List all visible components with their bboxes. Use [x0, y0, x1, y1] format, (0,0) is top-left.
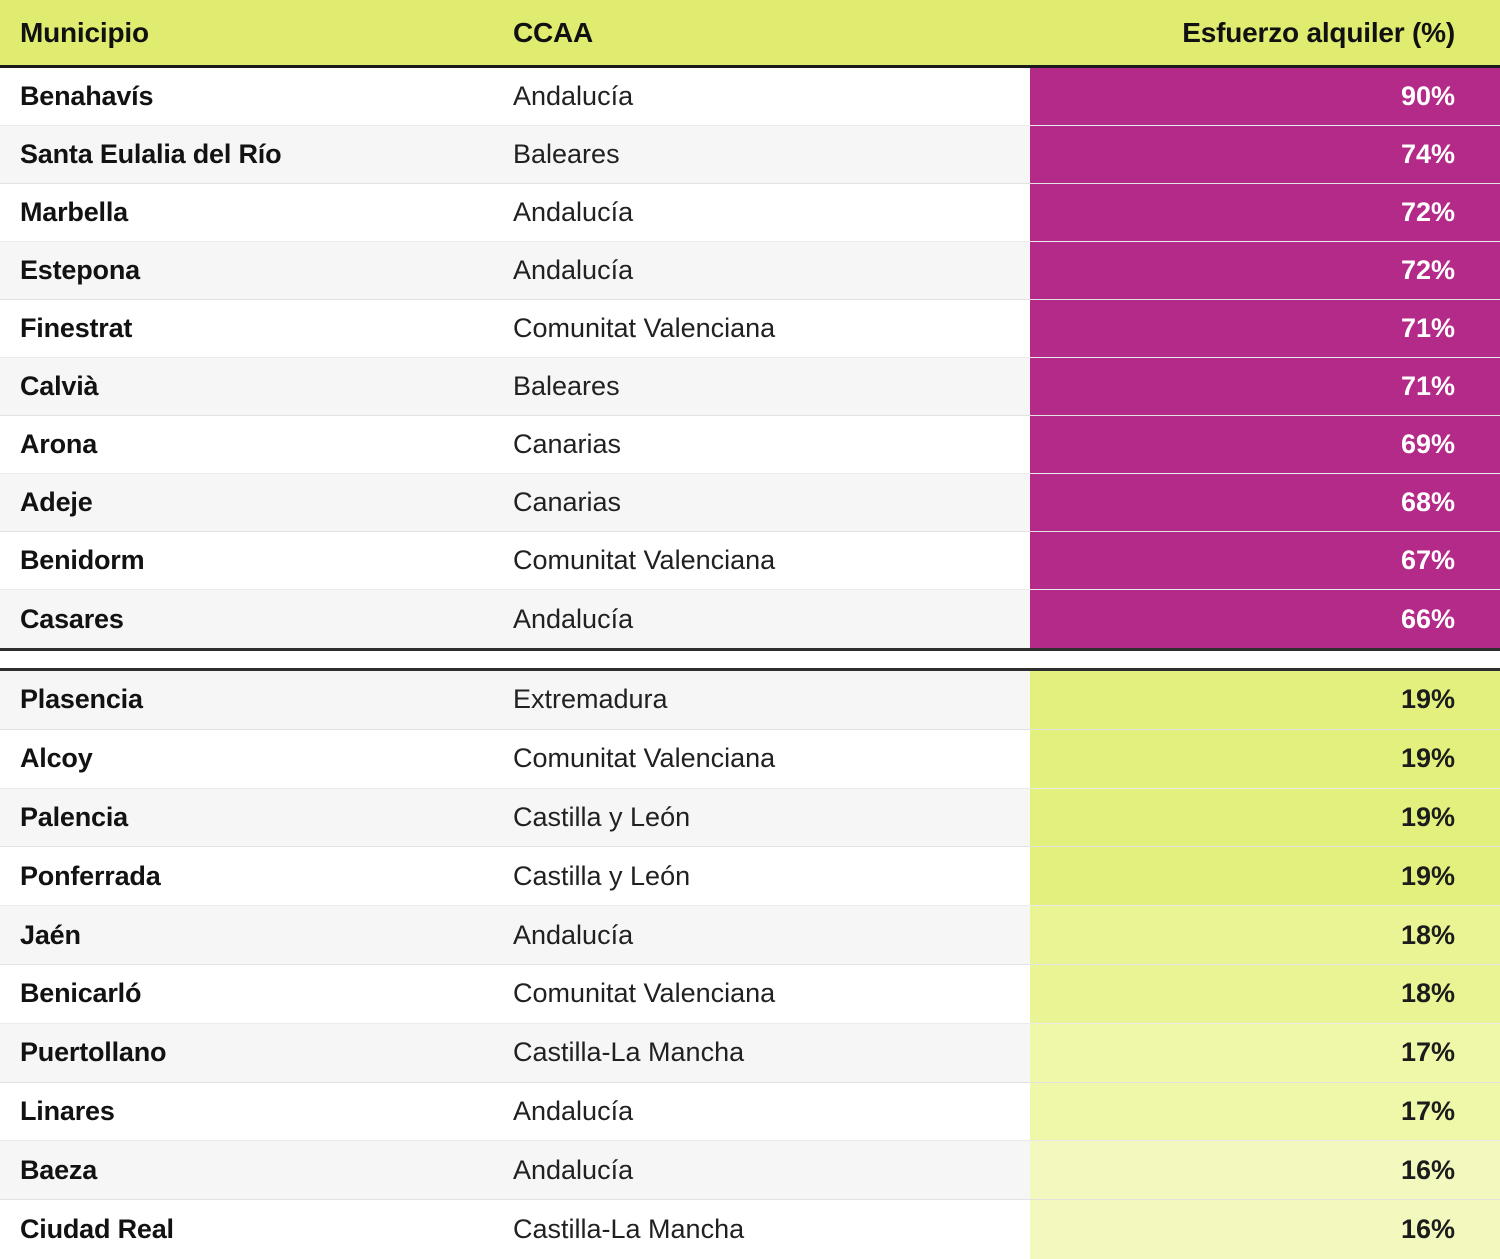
- table-row: Alcoy Comunitat Valenciana 19%: [0, 729, 1500, 789]
- municipio-cell: Puertollano: [20, 1037, 167, 1068]
- value-cell: 69%: [1030, 416, 1500, 473]
- ccaa-cell: Andalucía: [513, 1095, 634, 1126]
- ccaa-cell: Castilla y León: [513, 860, 691, 891]
- table-row: Ponferrada Castilla y León 19%: [0, 847, 1500, 907]
- ccaa-cell: Castilla-La Mancha: [513, 1037, 745, 1068]
- table-row: Benahavís Andalucía 90%: [0, 68, 1500, 126]
- municipio-cell: Calvià: [20, 371, 99, 401]
- municipio-cell: Estepona: [20, 255, 140, 285]
- ccaa-cell: Baleares: [513, 371, 620, 401]
- value-cell: 17%: [1030, 1082, 1500, 1141]
- municipio-cell: Benahavís: [20, 81, 154, 111]
- value-cell: 72%: [1030, 242, 1500, 299]
- table-row: Linares Andalucía 17%: [0, 1082, 1500, 1142]
- ccaa-cell: Andalucía: [513, 919, 634, 950]
- ccaa-cell: Canarias: [513, 487, 622, 517]
- ccaa-cell: Comunitat Valenciana: [513, 743, 776, 774]
- municipio-cell: Baeza: [20, 1154, 98, 1185]
- municipio-cell: Santa Eulalia del Río: [20, 139, 282, 169]
- municipio-cell: Plasencia: [20, 684, 143, 715]
- municipio-cell: Casares: [20, 603, 124, 634]
- table-row: Arona Canarias 69%: [0, 416, 1500, 474]
- group-separator: [0, 648, 1500, 671]
- value-cell: 19%: [1030, 788, 1500, 847]
- table-row: Casares Andalucía 66%: [0, 590, 1500, 648]
- value-cell: 72%: [1030, 184, 1500, 241]
- ccaa-cell: Castilla-La Mancha: [513, 1214, 745, 1245]
- municipio-cell: Ciudad Real: [20, 1214, 174, 1245]
- value-cell: 67%: [1030, 532, 1500, 589]
- table-row: Marbella Andalucía 72%: [0, 184, 1500, 242]
- value-cell: 71%: [1030, 358, 1500, 415]
- municipio-cell: Arona: [20, 429, 98, 459]
- municipio-cell: Palencia: [20, 801, 128, 832]
- column-header-ccaa: CCAA: [513, 16, 594, 48]
- value-cell: 18%: [1030, 964, 1500, 1023]
- table-row: Estepona Andalucía 72%: [0, 242, 1500, 300]
- ccaa-cell: Andalucía: [513, 1154, 634, 1185]
- value-cell: 68%: [1030, 474, 1500, 531]
- value-cell: 66%: [1030, 590, 1500, 648]
- table-row: Puertollano Castilla-La Mancha 17%: [0, 1023, 1500, 1083]
- value-cell: 18%: [1030, 906, 1500, 964]
- value-cell: 16%: [1030, 1200, 1500, 1259]
- ccaa-cell: Comunitat Valenciana: [513, 545, 776, 575]
- table-row: Benicarló Comunitat Valenciana 18%: [0, 964, 1500, 1024]
- ccaa-cell: Canarias: [513, 429, 622, 459]
- municipio-cell: Linares: [20, 1095, 115, 1126]
- municipio-cell: Finestrat: [20, 313, 133, 343]
- value-cell: 19%: [1030, 729, 1500, 788]
- table-row: Benidorm Comunitat Valenciana 67%: [0, 532, 1500, 590]
- table-row: Adeje Canarias 68%: [0, 474, 1500, 532]
- value-cell: 19%: [1030, 847, 1500, 906]
- ccaa-cell: Andalucía: [513, 81, 634, 111]
- table-row: Plasencia Extremadura 19%: [0, 671, 1500, 730]
- table-header-row: Municipio CCAA Esfuerzo alquiler (%): [0, 0, 1500, 68]
- table-row: Santa Eulalia del Río Baleares 74%: [0, 126, 1500, 184]
- table-row: Ciudad Real Castilla-La Mancha 16%: [0, 1200, 1500, 1259]
- municipio-cell: Alcoy: [20, 743, 93, 774]
- table-row: Palencia Castilla y León 19%: [0, 788, 1500, 848]
- municipio-cell: Marbella: [20, 197, 128, 227]
- ccaa-cell: Comunitat Valenciana: [513, 978, 776, 1009]
- table-row: Baeza Andalucía 16%: [0, 1141, 1500, 1201]
- value-cell: 90%: [1030, 68, 1500, 125]
- value-cell: 16%: [1030, 1141, 1500, 1200]
- value-cell: 17%: [1030, 1023, 1500, 1082]
- value-cell: 74%: [1030, 126, 1500, 183]
- municipio-cell: Adeje: [20, 487, 93, 517]
- ccaa-cell: Comunitat Valenciana: [513, 313, 776, 343]
- value-cell: 71%: [1030, 300, 1500, 357]
- ccaa-cell: Castilla y León: [513, 801, 691, 832]
- ccaa-cell: Andalucía: [513, 603, 634, 634]
- municipio-cell: Ponferrada: [20, 860, 161, 891]
- table-row: Calvià Baleares 71%: [0, 358, 1500, 416]
- ccaa-cell: Andalucía: [513, 197, 634, 227]
- column-header-municipio: Municipio: [20, 16, 149, 48]
- column-header-esfuerzo-alquiler: Esfuerzo alquiler (%): [1182, 16, 1455, 48]
- group-lowest-effort: Plasencia Extremadura 19% Alcoy Comunita…: [0, 671, 1500, 1259]
- ccaa-cell: Baleares: [513, 139, 620, 169]
- municipio-cell: Benidorm: [20, 545, 145, 575]
- table-row: Jaén Andalucía 18%: [0, 906, 1500, 965]
- municipio-cell: Jaén: [20, 919, 81, 950]
- ccaa-cell: Andalucía: [513, 255, 634, 285]
- ccaa-cell: Extremadura: [513, 684, 668, 715]
- municipio-cell: Benicarló: [20, 978, 142, 1009]
- group-highest-effort: Benahavís Andalucía 90% Santa Eulalia de…: [0, 68, 1500, 648]
- table-row: Finestrat Comunitat Valenciana 71%: [0, 300, 1500, 358]
- value-cell: 19%: [1030, 671, 1500, 729]
